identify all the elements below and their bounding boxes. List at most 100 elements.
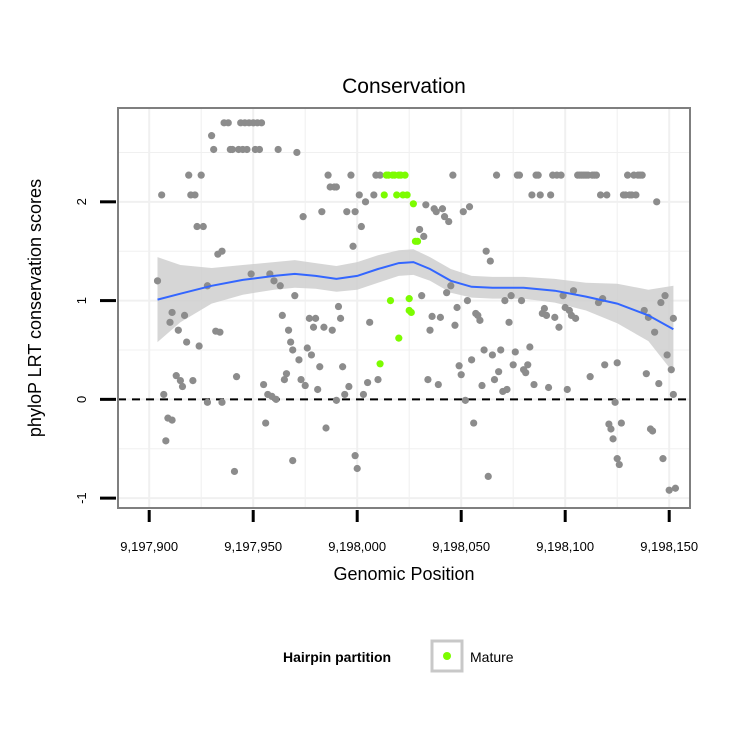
data-point [609,435,617,443]
data-point [349,242,357,250]
data-point [293,148,301,157]
data-point [488,351,496,359]
data-point [180,311,189,320]
data-point [178,382,187,391]
data-point [453,303,461,312]
x-tick-label: 9,197,950 [224,539,282,554]
legend-label-mature: Mature [470,649,514,665]
data-point [515,171,524,179]
x-tick-label: 9,198,050 [432,539,490,554]
data-point [463,296,472,305]
data-point [351,208,359,216]
data-point [224,119,232,127]
data-point [314,385,322,394]
data-point [247,270,255,278]
data-point [522,369,530,377]
data-point [443,289,451,297]
data-point [353,464,361,473]
data-point [436,313,444,321]
data-point [559,292,567,300]
data-point [534,171,542,179]
data-point [270,277,278,285]
data-point [611,398,619,406]
data-point [280,376,288,384]
data-point [457,371,465,379]
x-tick-label: 9,198,000 [328,539,386,554]
data-point [172,372,180,380]
data-point [336,314,345,322]
data-point [420,232,428,240]
x-axis: 9,197,900 9,197,950 9,198,000 9,198,050 9,19… [120,510,698,554]
data-point-mature [380,191,388,199]
data-point [524,361,532,369]
data-point [669,314,677,322]
data-point [447,282,455,290]
data-point [370,191,378,199]
data-point [299,213,307,221]
data-point [555,323,563,331]
data-point [160,390,168,399]
data-point [339,363,347,371]
data-point [607,425,615,433]
data-point [274,145,282,154]
data-point [322,424,330,432]
data-point [432,208,440,216]
data-point-mature [386,296,395,305]
data-point [183,338,191,346]
data-point [320,323,328,331]
data-point [478,381,486,390]
data-point [260,380,268,389]
data-point [176,376,184,385]
data-point [364,378,372,387]
data-point [440,213,449,221]
data-point [168,416,176,424]
data-point [332,183,340,191]
data-point [166,318,174,326]
data-point [667,366,675,374]
data-point [272,395,280,403]
data-point [492,171,501,179]
data-point [434,380,442,389]
data-point [482,247,490,255]
data-point [465,203,474,211]
x-tick-label: 9,197,900 [120,539,178,554]
data-point [547,191,555,199]
data-point-mature [409,200,417,208]
legend: Hairpin partition Mature [283,639,514,673]
data-point [162,437,170,445]
data-point [318,208,326,216]
data-point-mature [395,334,403,342]
data-point [470,419,478,427]
data-point [351,452,359,460]
y-tick-label: -1 [74,492,89,504]
data-point [418,292,426,300]
data-point [615,460,623,469]
data-point [426,326,434,334]
data-point [289,456,297,465]
data-point [199,222,207,231]
data-point [663,351,671,359]
data-point [324,171,332,179]
data-point [422,201,430,209]
data-point [243,145,251,154]
data-point [347,171,355,179]
data-point [624,171,632,179]
data-point [603,191,611,199]
data-point [509,361,517,369]
data-point [195,342,203,350]
data-point [651,328,659,336]
data-point [445,217,453,226]
data-point [526,343,534,351]
data-point [334,302,343,311]
data-point [357,222,365,231]
data-point [459,208,467,216]
data-point [665,486,673,494]
data-point [572,314,580,322]
y-tick-label: 1 [74,297,89,304]
data-point [601,361,609,369]
data-point-mature [407,308,415,317]
data-point [282,370,291,378]
data-point [592,171,601,179]
scatter-points [153,119,680,494]
